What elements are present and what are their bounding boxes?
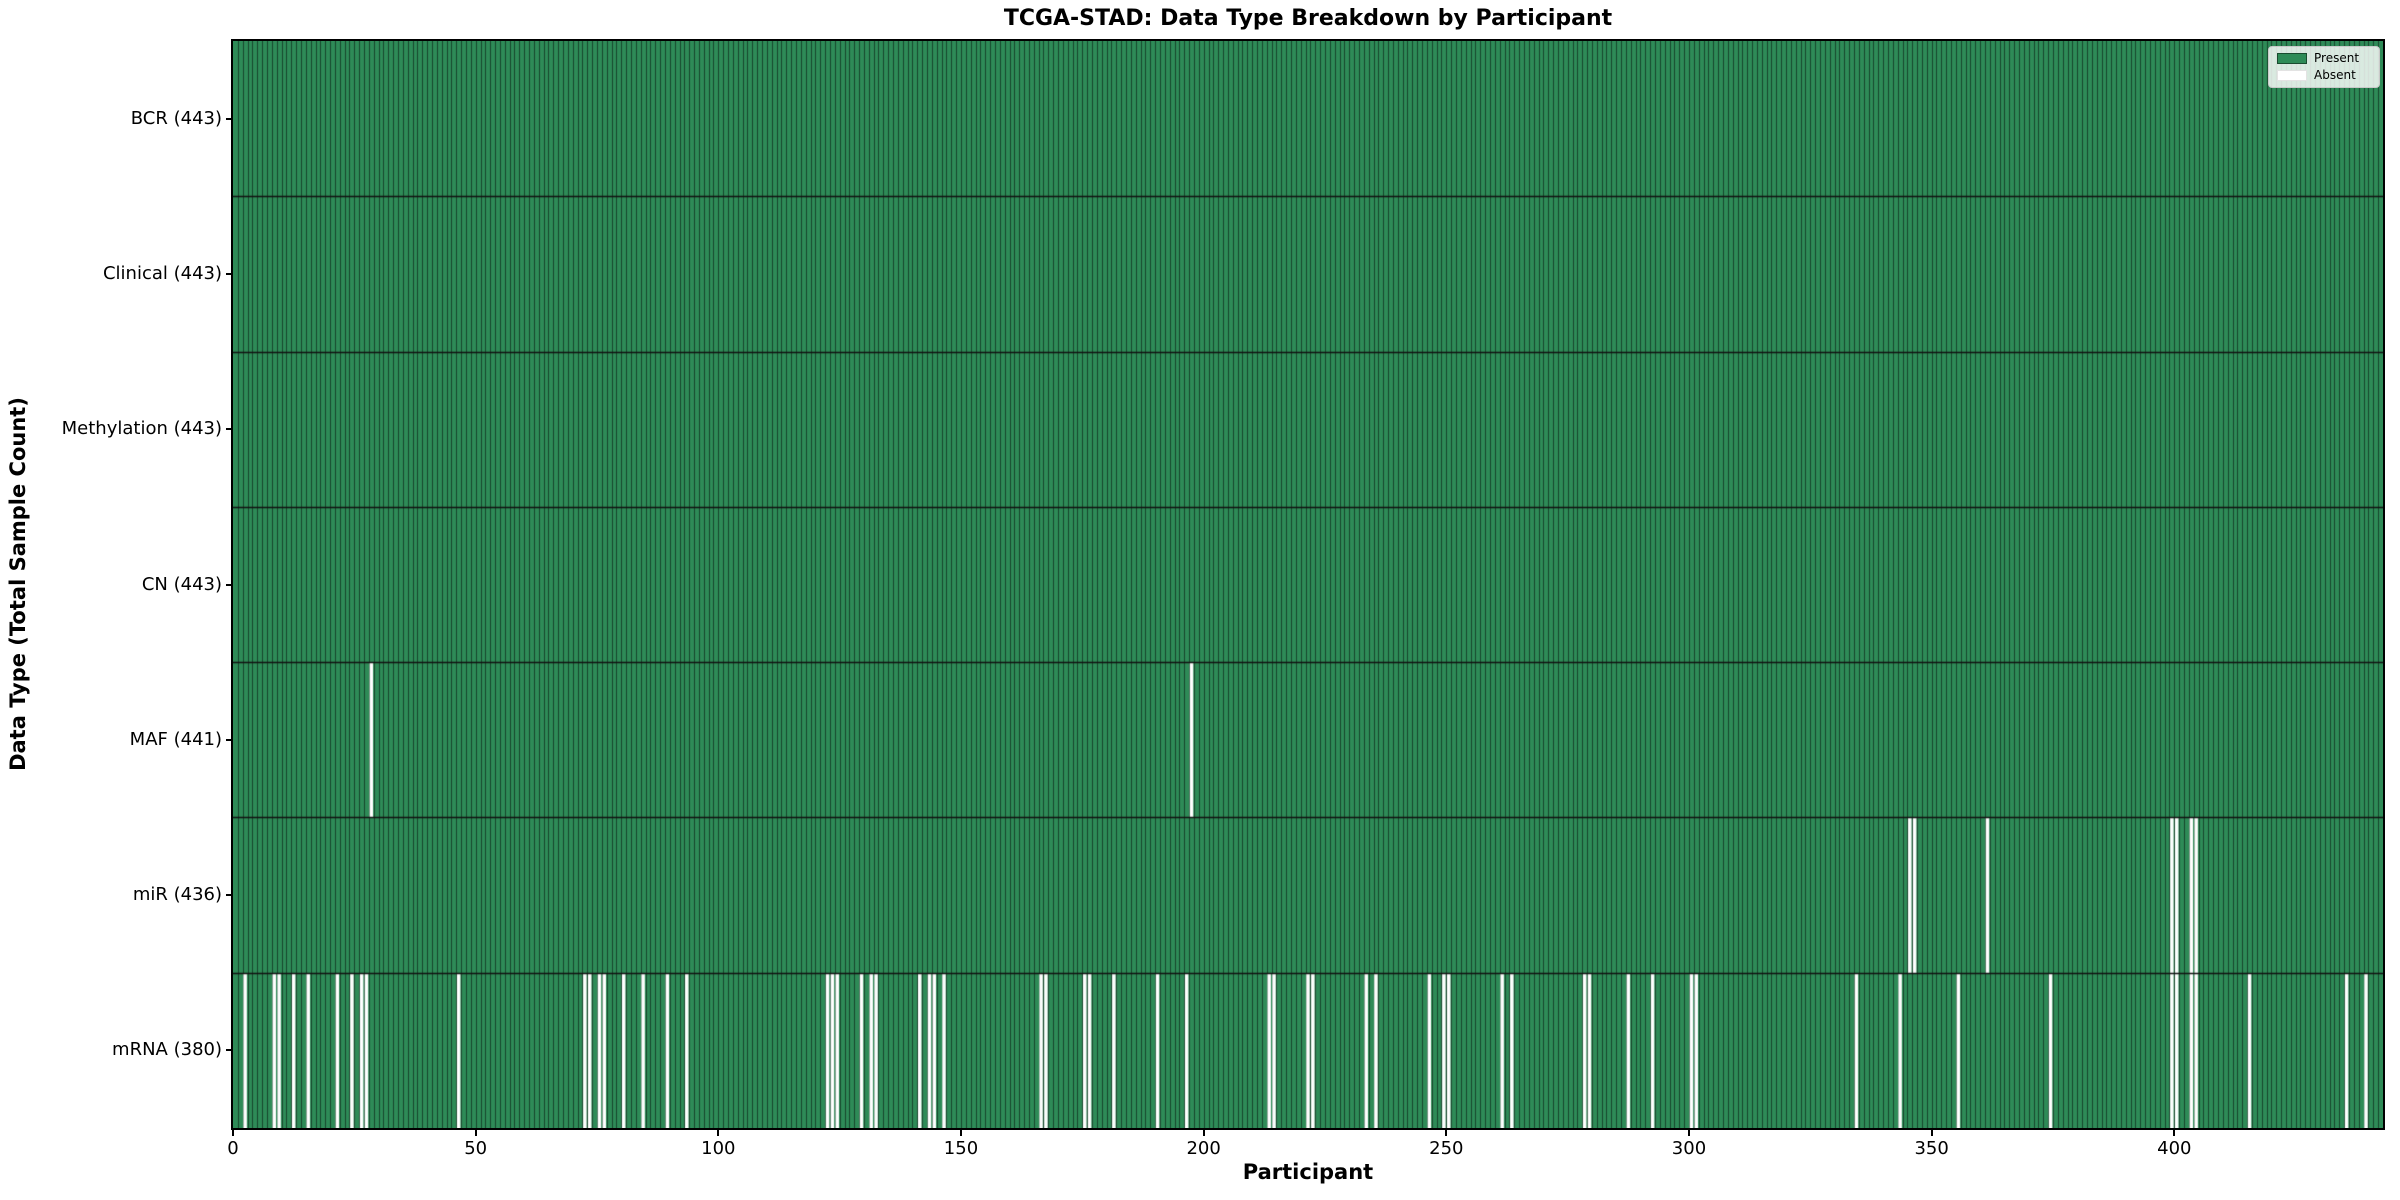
y-tick-label: Clinical (443) xyxy=(102,262,222,284)
x-tick-mark-icon xyxy=(1930,1128,1933,1136)
y-tick-label: miR (436) xyxy=(132,884,222,906)
x-tick-mark-icon xyxy=(717,1128,720,1136)
x-axis-label: Participant xyxy=(1242,1160,1374,1184)
y-tick-mark-icon xyxy=(226,117,233,120)
x-tick-mark-icon xyxy=(959,1128,962,1136)
x-tick-label: 300 xyxy=(1671,1138,1707,1159)
y-tick-label: mRNA (380) xyxy=(112,1039,222,1061)
x-tick-label: 150 xyxy=(943,1138,979,1159)
presence-matrix-canvas xyxy=(233,41,2383,1128)
x-tick-mark-icon xyxy=(1202,1128,1205,1136)
absent-swatch-icon xyxy=(2277,70,2307,81)
y-tick-label: BCR (443) xyxy=(130,107,222,129)
plot-area xyxy=(231,39,2385,1130)
x-tick-mark-icon xyxy=(232,1128,234,1136)
x-tick-mark-icon xyxy=(1445,1128,1448,1136)
y-tick-mark-icon xyxy=(226,428,233,431)
y-tick-mark-icon xyxy=(226,1049,233,1052)
x-tick-label: 250 xyxy=(1429,1138,1464,1159)
y-tick-mark-icon xyxy=(226,738,233,741)
y-tick-label: CN (443) xyxy=(141,573,222,595)
x-tick-mark-icon xyxy=(1687,1128,1690,1136)
legend-entry-absent: Absent xyxy=(2277,69,2371,82)
y-tick-label: Methylation (443) xyxy=(61,418,222,440)
x-tick-label: 350 xyxy=(1914,1138,1949,1159)
x-tick-label: 50 xyxy=(464,1138,488,1159)
x-tick-label: 200 xyxy=(1186,1138,1221,1159)
present-swatch-icon xyxy=(2277,53,2307,64)
x-tick-label: 100 xyxy=(701,1138,736,1159)
legend: Present Absent xyxy=(2268,46,2380,88)
x-tick-label: 400 xyxy=(2157,1138,2192,1159)
y-tick-mark-icon xyxy=(226,894,233,897)
legend-entry-present: Present xyxy=(2277,52,2371,65)
x-tick-mark-icon xyxy=(2173,1128,2176,1136)
y-tick-label: MAF (441) xyxy=(129,728,222,750)
x-tick-mark-icon xyxy=(474,1128,477,1136)
y-tick-mark-icon xyxy=(226,583,233,586)
legend-label-present: Present xyxy=(2314,51,2360,65)
legend-label-absent: Absent xyxy=(2314,68,2356,82)
chart-title: TCGA-STAD: Data Type Breakdown by Partic… xyxy=(1003,6,1613,31)
y-tick-mark-icon xyxy=(226,272,233,275)
x-tick-label: 0 xyxy=(227,1138,239,1159)
